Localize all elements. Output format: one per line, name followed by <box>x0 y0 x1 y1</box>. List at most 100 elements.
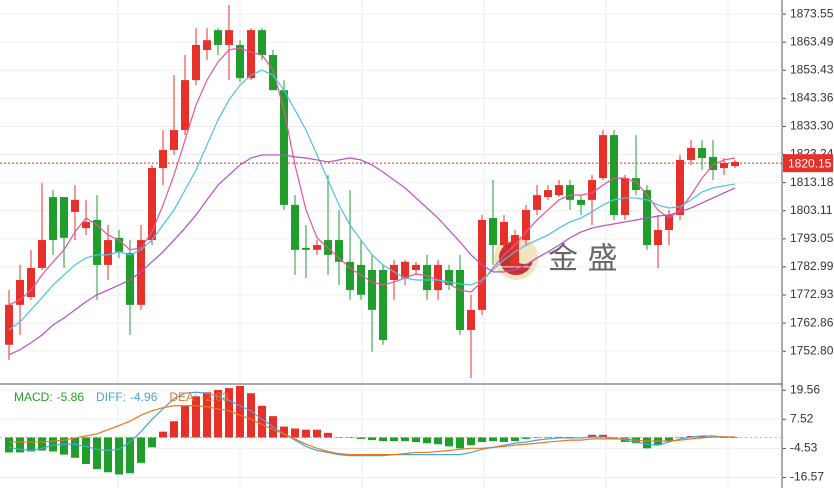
candle-body <box>599 135 607 179</box>
y-tick-label: 19.56 <box>790 382 820 396</box>
macd-bar <box>5 437 13 453</box>
candle-body <box>610 135 618 215</box>
macd-bar <box>60 437 68 455</box>
candle-body <box>192 44 200 81</box>
candle-body <box>676 159 684 215</box>
candle-body <box>269 54 277 91</box>
candle-body <box>368 269 376 310</box>
watermark: 金 盛 <box>548 242 618 277</box>
macd-bar <box>93 437 101 470</box>
indicator-label: MACD: <box>14 390 53 404</box>
candle-body <box>588 180 596 200</box>
y-tick-label: -4.53 <box>790 441 818 455</box>
candle-body <box>445 269 453 286</box>
candle-body <box>93 219 101 265</box>
macd-bar <box>522 437 530 439</box>
candle-body <box>346 261 354 291</box>
candle-body <box>434 264 442 291</box>
moving-average-line <box>8 154 736 356</box>
macd-bar <box>170 421 178 438</box>
macd-bar <box>302 429 310 438</box>
y-tick-label: 1873.55 <box>790 6 834 20</box>
macd-bar <box>203 392 211 438</box>
macd-bar <box>643 437 651 449</box>
indicator-legend: MACD: -5.86 DIFF: -4.96 DEA: -2.03 <box>14 390 229 404</box>
candle-body <box>313 245 321 250</box>
y-tick-label: 1853.43 <box>790 62 834 76</box>
indicator-value: -4.96 <box>130 390 158 404</box>
candle-body <box>280 90 288 205</box>
macd-bar <box>159 431 167 438</box>
macd-bar <box>280 426 288 438</box>
macd-bar <box>115 437 123 475</box>
macd-bar <box>236 385 244 438</box>
y-tick-label: 1762.86 <box>790 315 834 329</box>
candle-body <box>511 235 519 265</box>
candle-body <box>720 163 728 169</box>
candle-body <box>49 197 57 241</box>
macd-bar <box>478 437 486 443</box>
macd-bar <box>368 437 376 441</box>
candle-body <box>225 30 233 45</box>
macd-bar <box>192 396 200 438</box>
macd-bar <box>16 437 24 453</box>
macd-bar <box>214 390 222 438</box>
macd-bar <box>390 437 398 442</box>
moving-average-line <box>8 69 736 331</box>
indicator-value: -2.03 <box>201 390 229 404</box>
candle-body <box>104 240 112 265</box>
macd-bar <box>324 432 332 438</box>
y-tick-label: 1843.36 <box>790 91 834 105</box>
macd-bar <box>665 437 673 442</box>
macd-bar <box>467 437 475 446</box>
y-tick-label: 1833.30 <box>790 119 834 133</box>
macd-bar <box>258 405 266 438</box>
macd-bar <box>445 437 453 447</box>
candle-body <box>335 240 343 262</box>
candle-body <box>401 261 409 279</box>
candle-body <box>291 204 299 250</box>
macd-bar <box>49 437 57 452</box>
macd-bar <box>588 434 596 438</box>
candle-body <box>412 264 420 270</box>
y-tick-label: -16.57 <box>790 470 824 484</box>
last-price-label: 1820.15 <box>788 156 832 170</box>
candle-body <box>577 199 585 205</box>
y-tick-label: 1752.80 <box>790 343 834 357</box>
candle-body <box>621 178 629 215</box>
candle-body <box>302 247 310 250</box>
candle-body <box>687 147 695 160</box>
candle-body <box>258 30 266 55</box>
macd-bar <box>434 437 442 445</box>
candle-body <box>247 30 255 79</box>
y-tick-label: 1793.05 <box>790 231 834 245</box>
y-tick-label: 1772.93 <box>790 287 834 301</box>
candle-body <box>423 264 431 291</box>
last-price-box <box>783 154 833 173</box>
candle-body <box>522 209 530 241</box>
macd-bar <box>511 437 519 442</box>
candle-body <box>170 130 178 150</box>
macd-bar <box>599 434 607 438</box>
candle-body <box>148 168 156 241</box>
candle-body <box>236 44 244 79</box>
y-tick-label: 7.52 <box>790 411 814 425</box>
candle-body <box>379 269 387 341</box>
candle-body <box>489 218 497 246</box>
indicator-label: DIFF: <box>96 390 126 404</box>
candle-body <box>71 199 79 212</box>
candle-body <box>456 269 464 330</box>
candle-body <box>544 190 552 198</box>
macd-bar <box>412 437 420 443</box>
candle-body <box>632 178 640 191</box>
macd-bar <box>148 437 156 448</box>
y-tick-label: 1863.49 <box>790 34 834 48</box>
candle-body <box>698 147 706 159</box>
candle-body <box>27 267 35 298</box>
candle-body <box>181 80 189 131</box>
macd-bar <box>423 437 431 444</box>
indicator-label: DEA: <box>169 390 197 404</box>
y-tick-label: 1813.18 <box>790 175 834 189</box>
candle-body <box>16 279 24 305</box>
